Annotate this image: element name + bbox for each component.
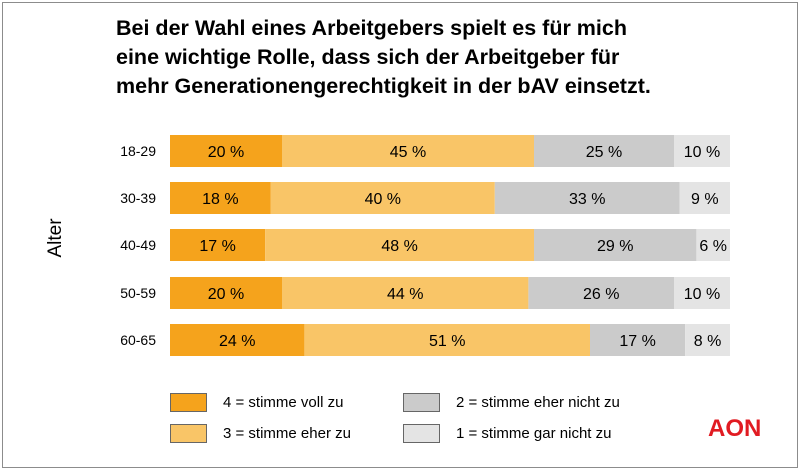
chart-frame [2,2,798,468]
legend-swatch-s3 [170,423,207,443]
category-label-50-59: 50-59 [120,285,156,301]
chart-title: Bei der Wahl eines Arbeitgebers spielt e… [116,14,766,101]
bar-s4-60-65 [170,324,305,356]
data-label-s1-18-29: 10 % [684,144,720,161]
bar-s1-30-39 [679,182,730,214]
bar-s2-50-59 [528,277,674,309]
legend-label-s1: 1 = stimme gar nicht zu [456,424,612,442]
data-label-s1-30-39: 9 % [691,191,719,208]
category-label-40-49: 40-49 [120,237,156,253]
title-line-2: eine wichtige Rolle, dass sich der Arbei… [116,45,620,69]
bar-s2-18-29 [534,135,674,167]
bar-s2-60-65 [590,324,686,356]
legend-swatch-s4 [170,392,207,412]
bar-s4-50-59 [170,277,282,309]
data-label-s1-50-59: 10 % [684,286,720,303]
bar-s4-40-49 [170,229,266,261]
legend-label-s4: 4 = stimme voll zu [223,393,344,411]
legend-item-s3: 3 = stimme eher zu [170,422,351,444]
data-label-s4-18-29: 20 % [208,144,244,161]
legend-swatch-s2 [403,392,440,412]
title-line-3: mehr Generationengerechtigkeit in der bA… [116,74,651,98]
bar-s3-60-65 [304,324,590,356]
bar-s4-18-29 [170,135,282,167]
bar-s3-30-39 [270,182,495,214]
data-label-s2-40-49: 29 % [597,238,633,255]
data-label-s1-60-65: 8 % [694,333,722,350]
data-label-s1-40-49: 6 % [699,238,727,255]
bar-s3-50-59 [282,277,529,309]
category-label-18-29: 18-29 [120,143,156,159]
bar-s4-30-39 [170,182,271,214]
data-label-s2-50-59: 26 % [583,286,619,303]
data-label-s4-30-39: 18 % [202,191,238,208]
title-line-1: Bei der Wahl eines Arbeitgebers spielt e… [116,16,627,40]
data-label-s2-18-29: 25 % [586,144,622,161]
legend-label-s2: 2 = stimme eher nicht zu [456,393,620,411]
bar-s1-50-59 [674,277,730,309]
legend-swatch-s1 [403,423,440,443]
category-label-30-39: 30-39 [120,190,156,206]
bar-s1-40-49 [696,229,730,261]
data-label-s3-50-59: 44 % [387,286,423,303]
legend-item-s1: 1 = stimme gar nicht zu [403,422,611,444]
data-label-s3-40-49: 48 % [381,238,417,255]
data-label-s3-18-29: 45 % [390,144,426,161]
bar-s3-18-29 [282,135,534,167]
legend-item-s2: 2 = stimme eher nicht zu [403,391,620,413]
aon-logo: AON [708,415,762,442]
bar-s2-30-39 [494,182,680,214]
bar-s1-60-65 [685,324,730,356]
data-label-s4-40-49: 17 % [199,238,235,255]
category-label-60-65: 60-65 [120,332,156,348]
bar-s1-18-29 [674,135,730,167]
data-label-s4-60-65: 24 % [219,333,255,350]
legend-label-s3: 3 = stimme eher zu [223,424,351,442]
bar-s2-40-49 [534,229,697,261]
data-label-s2-30-39: 33 % [569,191,605,208]
data-label-s4-50-59: 20 % [208,286,244,303]
bar-s3-40-49 [265,229,534,261]
data-label-s2-60-65: 17 % [619,333,655,350]
legend-item-s4: 4 = stimme voll zu [170,391,343,413]
data-label-s3-60-65: 51 % [429,333,465,350]
data-label-s3-30-39: 40 % [365,191,401,208]
